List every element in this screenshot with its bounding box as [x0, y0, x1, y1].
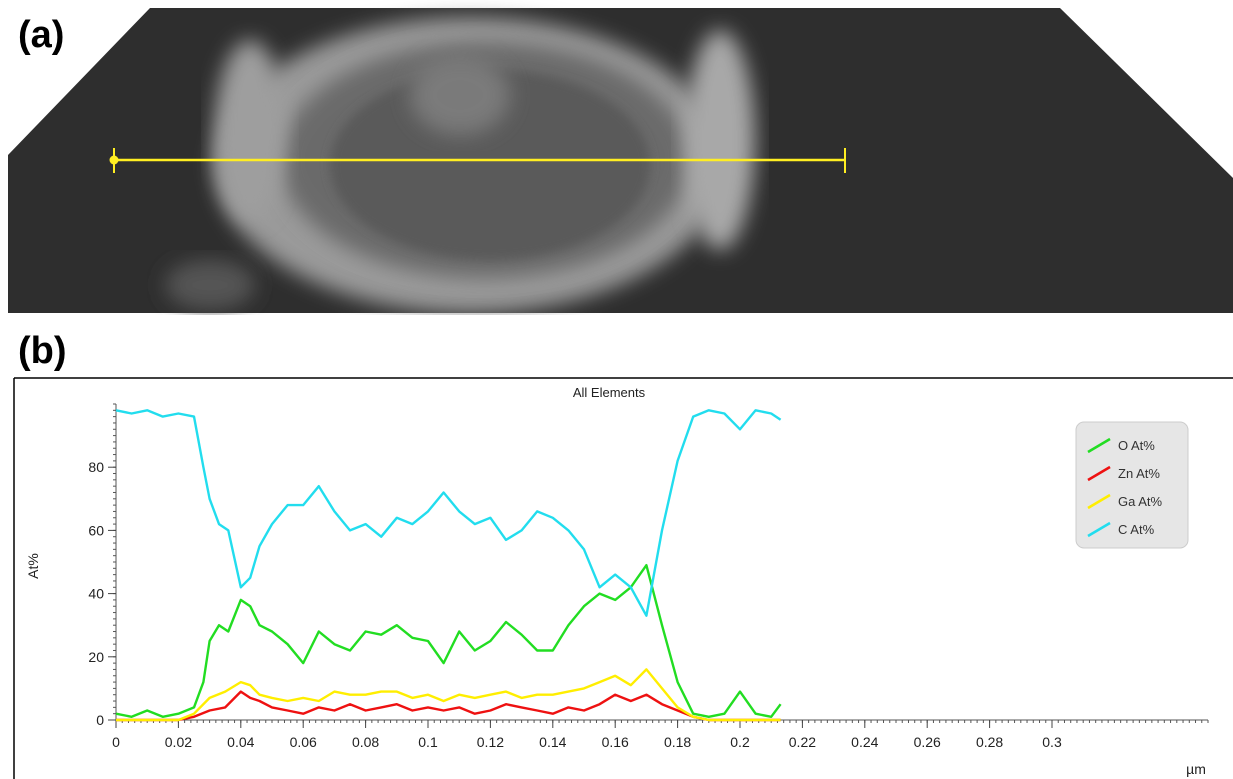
legend-box: [1075, 421, 1189, 549]
x-tick-label: 0.2: [730, 734, 750, 750]
x-tick-label: 0.28: [976, 734, 1003, 750]
legend-swatch-zn: [1087, 465, 1111, 482]
legend: O At% Zn At% Ga At% C At%: [1075, 421, 1189, 549]
particle: [165, 17, 755, 313]
scan-start-marker: [109, 155, 119, 165]
legend-label-zn: Zn At%: [1118, 466, 1160, 481]
x-tick-label: 0.02: [165, 734, 192, 750]
series-line-zn: [116, 690, 781, 722]
scan-line: [109, 148, 846, 173]
x-tick-label: 0.22: [789, 734, 816, 750]
y-tick-label: 80: [88, 459, 104, 475]
y-tick-label: 40: [88, 586, 104, 602]
y-tick-label: 0: [96, 712, 104, 728]
data-series: [115, 409, 782, 722]
legend-label-c: C At%: [1118, 522, 1155, 537]
x-tick-label: 0.16: [602, 734, 629, 750]
x-tick-label: 0.12: [477, 734, 504, 750]
panel-a-label: (a): [18, 14, 65, 56]
legend-swatch-o: [1087, 437, 1111, 454]
series-line-c: [115, 409, 782, 617]
sem-micrograph: [8, 8, 1233, 313]
x-tick-label: 0: [112, 734, 120, 750]
series-line-ga: [116, 668, 781, 722]
legend-swatch-c: [1087, 521, 1111, 538]
axes: 0 0.02 0.04 0.06 0.08 0.1 0.12 0.14 0.16 0.18 0.2 0…: [88, 403, 1209, 750]
x-tick-label: 0.1: [418, 734, 438, 750]
x-tick-label: 0.08: [352, 734, 379, 750]
chart-title: All Elements: [573, 385, 646, 400]
legend-label-ga: Ga At%: [1118, 494, 1163, 509]
x-tick-label: 0.18: [664, 734, 691, 750]
legend-swatch-ga: [1087, 493, 1111, 510]
x-tick-label: 0.14: [539, 734, 566, 750]
x-axis-unit-label: µm: [1186, 761, 1206, 777]
legend-label-o: O At%: [1118, 438, 1155, 453]
panel-b-label: (b): [18, 330, 67, 372]
series-line-o: [115, 564, 782, 718]
x-tick-label: 0.04: [227, 734, 254, 750]
x-tick-label: 0.24: [851, 734, 878, 750]
x-tick-label: 0.06: [290, 734, 317, 750]
y-tick-label: 60: [88, 522, 104, 538]
y-tick-label: 20: [88, 649, 104, 665]
y-axis-label: At%: [25, 553, 41, 579]
x-tick-label: 0.3: [1042, 734, 1062, 750]
x-tick-label: 0.26: [914, 734, 941, 750]
